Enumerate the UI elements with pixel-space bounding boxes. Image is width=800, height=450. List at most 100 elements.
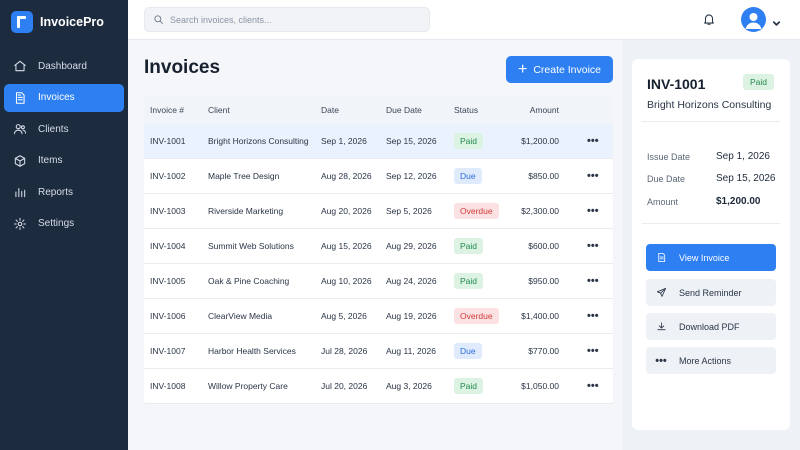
divider [642, 223, 780, 224]
invoice-date: Aug 10, 2026 [321, 276, 372, 286]
top-bar [128, 0, 800, 40]
invoice-date: Aug 5, 2026 [321, 311, 367, 321]
due-date: Sep 15, 2026 [386, 136, 437, 146]
row-more-icon[interactable]: ••• [587, 380, 599, 392]
users-icon [13, 122, 27, 136]
due-date: Aug 3, 2026 [386, 381, 432, 391]
amount: $2,300.00 [521, 206, 559, 216]
detail-amount-label: Amount [647, 197, 679, 207]
invoices-table: Invoice # Client Date Due Date Status Am… [144, 96, 613, 404]
client-name: ClearView Media [208, 311, 273, 321]
invoice-number: INV-1004 [150, 241, 186, 251]
detail-status-badge: Paid [743, 74, 775, 90]
invoice-date: Jul 20, 2026 [321, 381, 368, 391]
invoice-number: INV-1008 [150, 381, 186, 391]
table-row[interactable]: INV-1007 Harbor Health Services Jul 28, 20… [144, 334, 613, 369]
table-row[interactable]: INV-1002 Maple Tree Design Aug 28, 2026 Sep… [144, 159, 613, 194]
invoice-date: Aug 20, 2026 [321, 206, 372, 216]
sidebar-item-clients[interactable]: Clients [4, 115, 124, 143]
create-invoice-button[interactable]: + Create Invoice [506, 56, 613, 83]
client-name: Maple Tree Design [208, 171, 280, 181]
table-row[interactable]: INV-1008 Willow Property Care Jul 20, 2026… [144, 369, 613, 404]
send-reminder-button[interactable]: Send Reminder [646, 279, 776, 306]
detail-issue-date-value: Sep 1, 2026 [716, 151, 770, 162]
invoice-number: INV-1001 [150, 136, 186, 146]
status-cell: Due [454, 168, 482, 184]
amount: $850.00 [528, 171, 559, 181]
invoice-number: INV-1005 [150, 276, 186, 286]
table-row[interactable]: INV-1004 Summit Web Solutions Aug 15, 2026… [144, 229, 613, 264]
download-pdf-button[interactable]: Download PDF [646, 313, 776, 340]
sidebar-item-label: Items [38, 155, 63, 166]
table-row[interactable]: INV-1005 Oak & Pine Coaching Aug 10, 2026 A… [144, 264, 613, 299]
brand[interactable]: InvoicePro [0, 0, 128, 44]
row-more-icon[interactable]: ••• [587, 240, 599, 252]
sidebar-nav: Dashboard Invoices Clients Items Reports… [0, 52, 128, 238]
column-header-date[interactable]: Date [321, 105, 339, 115]
plus-icon: + [517, 60, 528, 78]
column-header-invoice[interactable]: Invoice # [150, 105, 185, 115]
download-pdf-label: Download PDF [679, 321, 740, 332]
table-row[interactable]: INV-1003 Riverside Marketing Aug 20, 2026 S… [144, 194, 613, 229]
box-icon [13, 154, 27, 168]
table-row[interactable]: INV-1001 Bright Horizons Consulting Sep 1,… [144, 124, 613, 159]
client-name: Riverside Marketing [208, 206, 284, 216]
more-actions-button[interactable]: ••• More Actions [646, 347, 776, 374]
invoice-date: Sep 1, 2026 [321, 136, 367, 146]
column-header-client[interactable]: Client [208, 105, 230, 115]
amount: $600.00 [528, 241, 559, 251]
sidebar-item-settings[interactable]: Settings [4, 210, 124, 238]
row-more-icon[interactable]: ••• [587, 135, 599, 147]
sidebar-item-dashboard[interactable]: Dashboard [4, 52, 124, 80]
sidebar-item-reports[interactable]: Reports [4, 178, 124, 206]
view-invoice-button[interactable]: View Invoice [646, 244, 776, 271]
column-header-amount[interactable]: Amount [529, 105, 559, 115]
invoice-date: Aug 15, 2026 [321, 241, 372, 251]
client-name: Bright Horizons Consulting [208, 136, 309, 146]
row-more-icon[interactable]: ••• [587, 205, 599, 217]
invoice-number: INV-1007 [150, 346, 186, 356]
search-box[interactable] [144, 7, 430, 32]
amount: $1,200.00 [521, 136, 559, 146]
sidebar-item-items[interactable]: Items [4, 147, 124, 175]
row-more-icon[interactable]: ••• [587, 170, 599, 182]
chevron-down-icon[interactable] [772, 15, 781, 26]
document-icon [655, 252, 667, 264]
status-badge: Overdue [454, 308, 499, 324]
home-icon [13, 59, 27, 73]
search-input[interactable] [170, 14, 420, 25]
column-header-due-date[interactable]: Due Date [386, 105, 422, 115]
search-icon [154, 15, 163, 24]
amount: $950.00 [528, 276, 559, 286]
amount: $1,400.00 [521, 311, 559, 321]
row-more-icon[interactable]: ••• [587, 345, 599, 357]
status-badge: Paid [454, 238, 484, 254]
avatar[interactable] [741, 7, 766, 32]
status-badge: Overdue [454, 203, 499, 219]
client-name: Willow Property Care [208, 381, 288, 391]
invoice-number: INV-1002 [150, 171, 186, 181]
due-date: Aug 11, 2026 [386, 346, 436, 356]
column-header-status[interactable]: Status [454, 105, 479, 115]
send-reminder-label: Send Reminder [679, 287, 742, 298]
amount: $770.00 [528, 346, 559, 356]
row-more-icon[interactable]: ••• [587, 310, 599, 322]
table-row[interactable]: INV-1006 ClearView Media Aug 5, 2026 Aug 19… [144, 299, 613, 334]
detail-due-date-value: Sep 15, 2026 [716, 173, 776, 184]
invoice-detail-panel: INV-1001 Paid Bright Horizons Consulting… [622, 40, 800, 450]
sidebar-item-label: Dashboard [38, 60, 87, 72]
table-header: Invoice # Client Date Due Date Status Am… [144, 96, 613, 124]
due-date: Sep 12, 2026 [386, 171, 437, 181]
row-more-icon[interactable]: ••• [587, 275, 599, 287]
sidebar-item-label: Clients [38, 123, 69, 135]
bell-icon[interactable] [702, 11, 716, 27]
status-badge: Due [454, 343, 482, 359]
sidebar-item-invoices[interactable]: Invoices [4, 83, 124, 112]
client-name: Oak & Pine Coaching [208, 276, 290, 286]
amount: $1,050.00 [521, 381, 559, 391]
status-cell: Overdue [454, 308, 499, 324]
view-invoice-label: View Invoice [679, 252, 730, 263]
gear-icon [13, 217, 27, 231]
status-cell: Paid [454, 133, 484, 149]
invoice-detail-card: INV-1001 Paid Bright Horizons Consulting… [632, 59, 790, 430]
